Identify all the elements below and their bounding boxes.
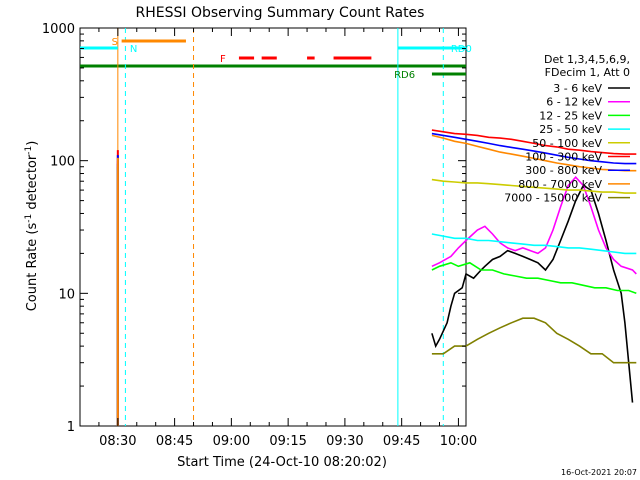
legend-header-line-2: FDecim 1, Att 0 [545, 66, 630, 79]
x-tick-label: 09:15 [269, 434, 306, 449]
chart-title: RHESSI Observing Summary Count Rates [136, 5, 425, 21]
vertical-markers-layer [117, 28, 444, 426]
flag-label: RD0 [451, 44, 472, 55]
series-line [431, 132, 637, 165]
flag-label: F [220, 54, 226, 65]
legend-label: 300 - 800 keV [525, 164, 602, 177]
y-axis: 1 10 100 1000 [42, 22, 466, 435]
y-axis-label-main: Count Rate (s [25, 223, 40, 312]
footer-date: 16-Oct-2021 20:07 [561, 468, 637, 477]
x-tick-label: 10:00 [440, 434, 477, 449]
legend-label: 100 - 300 keV [525, 151, 602, 164]
legend-label: 6 - 12 keV [546, 96, 602, 109]
series-line [431, 317, 637, 364]
flag-label: N [130, 44, 137, 55]
legend-label: 12 - 25 keV [539, 109, 602, 122]
legend-label: 800 - 7000 keV [518, 178, 602, 191]
series-line [431, 184, 634, 403]
flags-layer: S N F RD0 RD6 [80, 37, 472, 81]
series-line [431, 134, 637, 172]
legend-label: 50 - 100 keV [532, 137, 602, 150]
x-tick-label: 09:45 [383, 434, 420, 449]
y-axis-label: Count Rate (s-1 detector-1) [24, 141, 40, 312]
x-tick-label: 09:30 [326, 434, 363, 449]
series-line [431, 129, 637, 155]
y-tick-label: 1 [67, 420, 75, 435]
flag-label: S [112, 37, 118, 48]
series-line [431, 261, 637, 295]
y-axis-label-tail: detector [25, 154, 40, 214]
legend-label: 3 - 6 keV [553, 82, 602, 95]
x-axis: 08:30 08:45 09:00 09:15 09:30 09:45 10:00 [79, 28, 477, 449]
y-tick-label: 1000 [42, 22, 75, 37]
y-axis-label-close: ) [25, 141, 40, 146]
series-line [431, 178, 637, 194]
y-tick-label: 10 [58, 287, 75, 302]
x-axis-label: Start Time (24-Oct-10 08:20:02) [177, 455, 387, 470]
series-line [431, 233, 637, 255]
y-axis-label-sup2: -1 [24, 146, 34, 155]
legend-header-line-1: Det 1,3,4,5,6,9, [544, 53, 630, 66]
y-tick-label: 100 [50, 155, 75, 170]
legend-label: 25 - 50 keV [539, 123, 602, 136]
plot-frame [79, 27, 467, 427]
y-axis-label-sup: -1 [24, 214, 34, 223]
x-tick-label: 09:00 [213, 434, 250, 449]
series-line [431, 176, 637, 275]
legend: Det 1,3,4,5,6,9, FDecim 1, Att 0 3 - 6 k… [504, 53, 630, 205]
x-tick-label: 08:30 [99, 434, 136, 449]
x-tick-label: 08:45 [156, 434, 193, 449]
legend-label: 7000 - 15000 keV [504, 192, 602, 205]
flag-label: RD6 [394, 70, 415, 81]
series-layer [116, 129, 637, 426]
